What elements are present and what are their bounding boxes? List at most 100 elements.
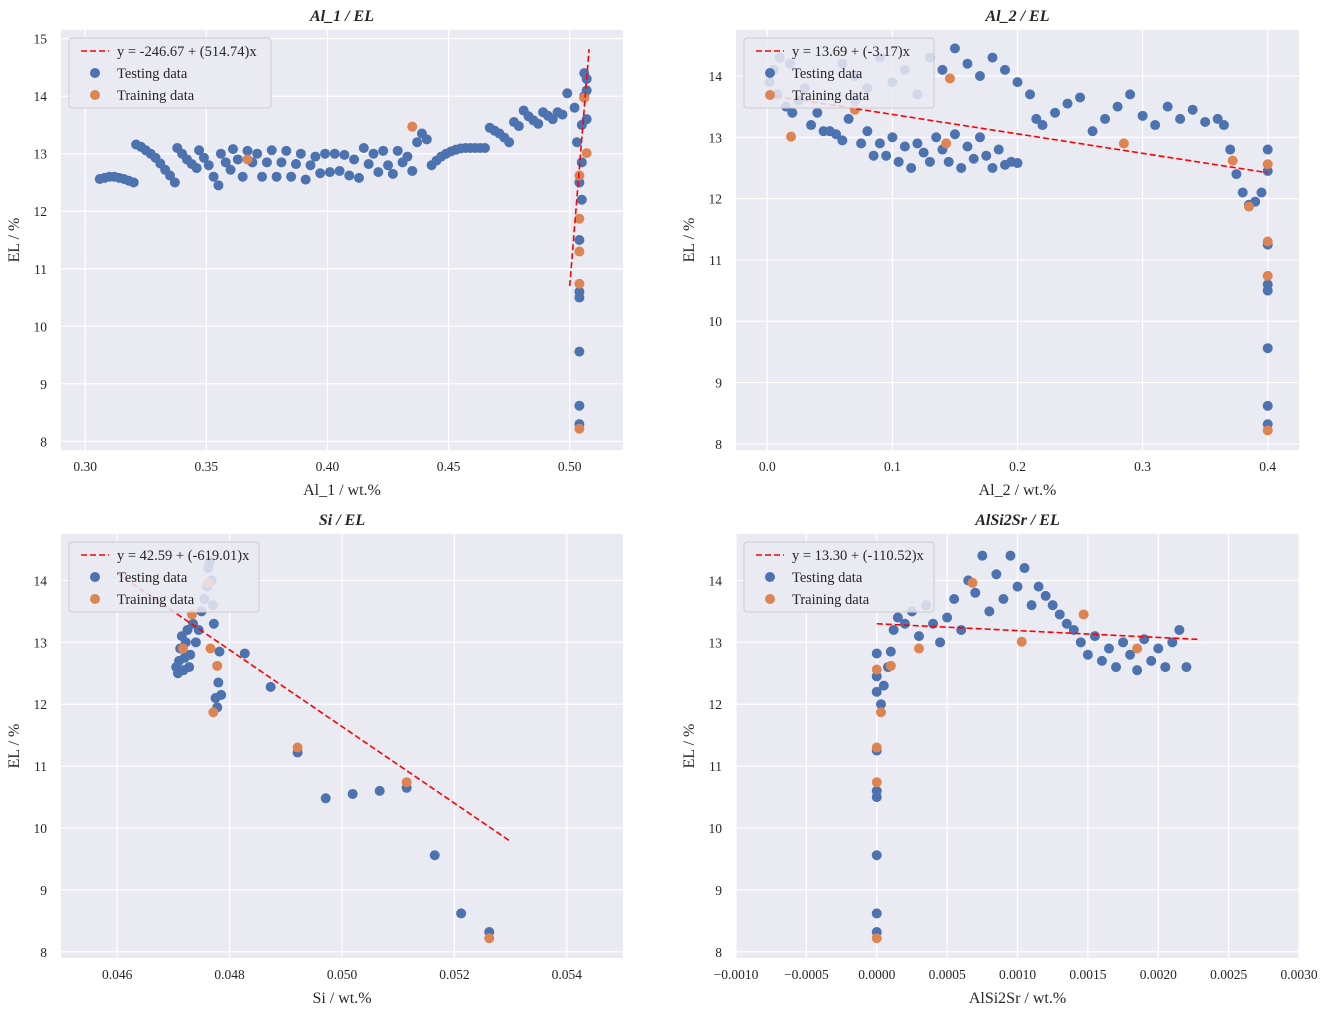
testing-data-point: [1100, 113, 1111, 124]
legend-testing-marker: [765, 68, 775, 78]
testing-data-point: [373, 167, 384, 178]
testing-data-point: [977, 550, 988, 561]
testing-data-point: [1231, 169, 1242, 180]
testing-data-point: [885, 646, 896, 657]
testing-data-point: [239, 648, 250, 659]
testing-data-point: [339, 149, 350, 160]
testing-data-point: [1025, 89, 1036, 100]
x-tick-label: 0.048: [214, 967, 245, 982]
testing-data-point: [949, 129, 960, 140]
testing-data-point: [998, 593, 1009, 604]
testing-data-point: [392, 145, 403, 156]
testing-data-point: [276, 157, 287, 168]
testing-data-point: [320, 148, 331, 159]
testing-data-point: [1037, 120, 1048, 131]
testing-data-point: [429, 850, 440, 861]
legend-training-marker: [90, 594, 100, 604]
y-tick-label: 15: [34, 32, 48, 47]
testing-data-point: [1125, 649, 1136, 660]
data-layer: [871, 550, 1201, 944]
data-layer: [94, 49, 592, 434]
training-data-point: [967, 577, 978, 588]
testing-data-point: [203, 160, 214, 171]
chart-svg: 0.30 0.35 0.40 0.45 0.50 8 9 10 11 12 13 14 15 Al_1 /…: [6, 8, 623, 499]
testing-data-point: [1187, 104, 1198, 115]
testing-data-point: [353, 172, 364, 183]
testing-data-point: [787, 107, 798, 118]
testing-data-point: [194, 145, 205, 156]
y-tick-label: 10: [709, 821, 723, 836]
testing-data-point: [574, 400, 585, 411]
x-axis-label: Si / wt.%: [312, 990, 371, 1007]
testing-data-point: [576, 157, 587, 168]
testing-data-point: [213, 677, 224, 688]
testing-data-point: [1132, 665, 1143, 676]
testing-data-point: [874, 138, 885, 149]
testing-data-point: [208, 171, 219, 182]
chart-alsi2sr: −0.0010 −0.0005 0.0000 0.0005 0.0010 0.0015 0.…: [665, 506, 1330, 1013]
legend-box: [743, 37, 935, 109]
training-data-point: [401, 777, 412, 788]
testing-data-point: [562, 88, 573, 99]
training-data-point: [579, 92, 590, 103]
training-data-point: [242, 154, 253, 165]
x-tick-label: 0.0030: [1280, 967, 1317, 982]
testing-data-point: [1118, 637, 1129, 648]
testing-data-point: [412, 137, 423, 148]
testing-data-point: [504, 137, 515, 148]
x-tick-label: 0.30: [73, 459, 97, 474]
training-data-point: [871, 742, 882, 753]
testing-data-point: [237, 171, 248, 182]
training-data-point: [212, 660, 223, 671]
legend-testing-marker: [765, 572, 775, 582]
legend-fit-label: y = 13.30 + (-110.52)x: [792, 548, 925, 564]
chart-svg: −0.0010 −0.0005 0.0000 0.0005 0.0010 0.0015 0.…: [681, 512, 1318, 1007]
testing-data-point: [271, 171, 282, 182]
x-tick-label: 0.45: [437, 459, 461, 474]
testing-data-point: [349, 154, 360, 165]
legend-testing-label: Testing data: [792, 66, 863, 82]
y-tick-label: 12: [34, 697, 48, 712]
testing-data-point: [1181, 662, 1192, 673]
testing-data-point: [213, 180, 224, 191]
y-tick-label: 8: [40, 945, 47, 960]
training-data-point: [1132, 643, 1143, 654]
testing-data-point: [214, 646, 225, 657]
x-axis-label: Al_2 / wt.%: [979, 482, 1057, 499]
testing-data-point: [198, 152, 209, 163]
testing-data-point: [812, 107, 823, 118]
testing-data-point: [949, 593, 960, 604]
testing-data-point: [574, 235, 585, 245]
testing-data-point: [1005, 550, 1016, 561]
testing-data-point: [1082, 649, 1093, 660]
training-data-point: [292, 742, 303, 753]
testing-data-point: [831, 129, 842, 140]
training-data-point: [574, 278, 585, 289]
testing-data-point: [1237, 187, 1248, 198]
fit-line: [876, 622, 1201, 641]
y-axis-label: EL / %: [681, 218, 698, 263]
y-tick-label: 13: [34, 635, 48, 650]
testing-data-point: [215, 148, 226, 159]
testing-data-point: [1218, 120, 1229, 131]
testing-data-point: [987, 162, 998, 173]
training-data-point: [885, 660, 896, 671]
chart-si: 0.046 0.048 0.050 0.052 0.054 8 9 10 11 12 13 14 Si …: [0, 506, 665, 1013]
training-data-point: [574, 213, 585, 224]
y-tick-label: 9: [715, 376, 722, 391]
testing-data-point: [363, 159, 374, 170]
testing-data-point: [974, 132, 985, 143]
testing-data-point: [1262, 144, 1273, 155]
testing-data-point: [1262, 400, 1273, 411]
y-tick-label: 13: [34, 147, 48, 162]
x-tick-label: 0.40: [316, 459, 340, 474]
testing-data-point: [378, 145, 389, 156]
testing-data-point: [1111, 662, 1122, 673]
y-tick-label: 13: [709, 635, 723, 650]
x-tick-label: −0.0010: [714, 967, 759, 982]
training-data-point: [1243, 201, 1254, 212]
y-tick-label: 14: [34, 89, 48, 104]
y-tick-label: 12: [709, 192, 723, 207]
testing-data-point: [184, 662, 195, 673]
testing-data-point: [1167, 637, 1178, 648]
